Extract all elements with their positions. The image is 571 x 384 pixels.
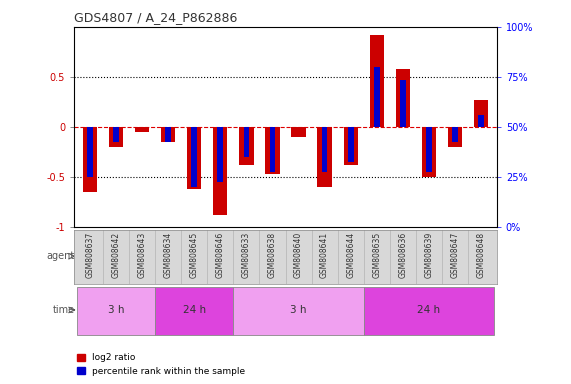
Text: 3 h: 3 h <box>290 305 307 315</box>
Text: GSM808642: GSM808642 <box>111 232 120 278</box>
Text: GSM808641: GSM808641 <box>320 232 329 278</box>
Bar <box>165 127 171 142</box>
Text: GSM808648: GSM808648 <box>477 232 485 278</box>
Bar <box>396 69 410 127</box>
Text: GDS4807 / A_24_P862886: GDS4807 / A_24_P862886 <box>74 11 238 24</box>
Text: GSM808634: GSM808634 <box>164 232 172 278</box>
Text: GSM808645: GSM808645 <box>190 232 199 278</box>
Text: IL-17C: IL-17C <box>347 251 380 261</box>
Bar <box>348 127 353 162</box>
Bar <box>113 127 119 142</box>
Bar <box>317 127 332 187</box>
Text: GSM808638: GSM808638 <box>268 232 277 278</box>
Bar <box>291 127 305 137</box>
Bar <box>83 127 97 192</box>
Bar <box>135 127 149 132</box>
Legend: log2 ratio, percentile rank within the sample: log2 ratio, percentile rank within the s… <box>73 350 249 379</box>
Text: GSM808647: GSM808647 <box>451 232 460 278</box>
Bar <box>270 127 275 172</box>
Bar <box>426 127 432 172</box>
Bar <box>448 127 462 147</box>
Text: GSM808643: GSM808643 <box>138 232 147 278</box>
FancyBboxPatch shape <box>234 287 364 335</box>
Text: GSM808640: GSM808640 <box>294 232 303 278</box>
Text: GSM808636: GSM808636 <box>399 232 407 278</box>
Text: GSM808644: GSM808644 <box>346 232 355 278</box>
Bar <box>243 127 250 157</box>
Bar <box>321 127 328 172</box>
Bar <box>109 127 123 147</box>
Bar <box>374 67 380 127</box>
FancyBboxPatch shape <box>234 233 494 281</box>
Bar <box>161 127 175 142</box>
Text: GSM808639: GSM808639 <box>424 232 433 278</box>
Text: 3 h: 3 h <box>108 305 124 315</box>
Bar <box>478 115 484 127</box>
Bar <box>344 127 358 165</box>
Bar <box>87 127 93 177</box>
Text: time: time <box>53 305 75 315</box>
Text: 24 h: 24 h <box>183 305 206 315</box>
Text: GSM808646: GSM808646 <box>216 232 225 278</box>
FancyBboxPatch shape <box>77 233 234 281</box>
Text: GSM808635: GSM808635 <box>372 232 381 278</box>
Bar <box>239 127 254 165</box>
Text: 24 h: 24 h <box>417 305 440 315</box>
Text: GSM808637: GSM808637 <box>86 232 94 278</box>
FancyBboxPatch shape <box>364 287 494 335</box>
Bar <box>213 127 227 215</box>
Bar <box>191 127 197 187</box>
Bar <box>187 127 202 189</box>
Bar <box>474 100 488 127</box>
Text: agent: agent <box>46 251 75 261</box>
Bar <box>369 35 384 127</box>
FancyBboxPatch shape <box>155 287 234 335</box>
Text: control: control <box>137 251 173 261</box>
Bar <box>218 127 223 182</box>
Bar <box>452 127 458 142</box>
Bar <box>266 127 280 174</box>
Bar <box>422 127 436 177</box>
FancyBboxPatch shape <box>77 287 155 335</box>
Bar <box>400 80 406 127</box>
Text: GSM808633: GSM808633 <box>242 232 251 278</box>
